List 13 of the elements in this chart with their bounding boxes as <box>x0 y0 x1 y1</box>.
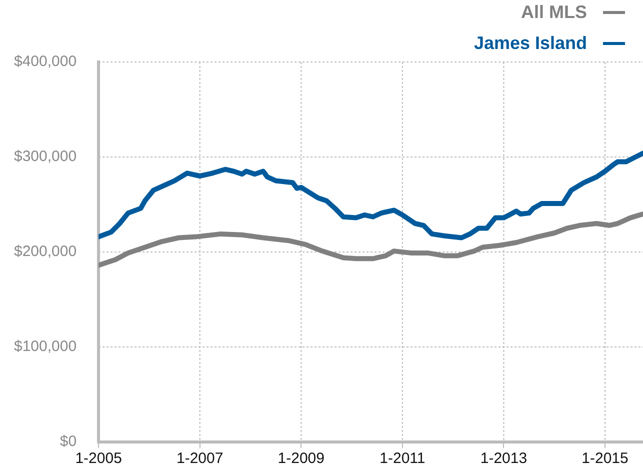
x-tick-label: 1-2015 <box>582 450 628 468</box>
x-tick-label: 1-2007 <box>176 450 224 468</box>
x-tick-label: 1-2009 <box>278 450 325 468</box>
y-tick-label: $100,000 <box>14 338 77 356</box>
y-tick-label: $200,000 <box>14 243 77 260</box>
y-tick-label: $300,000 <box>14 148 77 166</box>
x-tick-label: 1-2011 <box>380 450 426 468</box>
x-tick-label: 1-2013 <box>480 450 528 468</box>
y-tick-label: $0 <box>60 433 77 450</box>
legend-label: All MLS <box>521 2 587 23</box>
y-tick-label: $400,000 <box>14 53 77 70</box>
x-tick-label: 1-2005 <box>75 450 122 468</box>
legend-label: James Island <box>474 33 587 54</box>
